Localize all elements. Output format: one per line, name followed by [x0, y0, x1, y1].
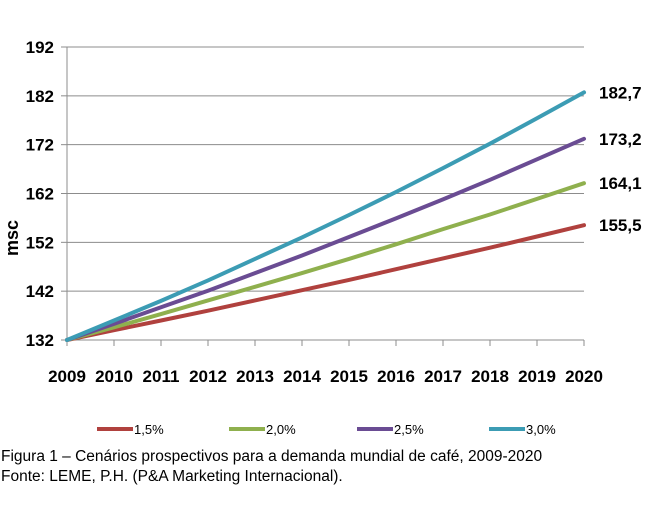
series-line-15	[65, 223, 586, 342]
end-value-label: 173,2	[599, 130, 642, 149]
y-tick-label: 152	[26, 233, 54, 252]
figure-caption: Figura 1 – Cenários prospectivos para a …	[1, 448, 543, 465]
figure-source: Fonte: LEME, P.H. (P&A Marketing Interna…	[1, 468, 343, 485]
y-tick-label: 132	[26, 331, 54, 350]
x-tick-labels: 2009 2010 2011 2012 2013 2014 2015 2016 2017 2018…	[48, 367, 603, 386]
gridlines	[67, 46, 584, 292]
y-tick-labels: 132 142 152 162 172 182 192	[26, 38, 54, 350]
axes	[61, 46, 585, 346]
legend-label: 2,0%	[266, 422, 296, 437]
x-tick-label: 2014	[283, 367, 321, 386]
legend-label: 3,0%	[526, 422, 556, 437]
end-value-label: 164,1	[599, 174, 642, 193]
x-tick-label: 2015	[330, 367, 368, 386]
y-tick-label: 142	[26, 282, 54, 301]
x-tick-label: 2009	[48, 367, 86, 386]
x-tick-label: 2020	[565, 367, 603, 386]
x-tick-label: 2016	[377, 367, 415, 386]
series-lines	[65, 90, 586, 342]
y-tick-label: 162	[26, 185, 54, 204]
end-value-label: 155,5	[599, 216, 642, 235]
series-line-25	[65, 136, 586, 342]
y-tick-label: 192	[26, 38, 54, 57]
legend: 1,5% 2,0% 2,5% 3,0%	[97, 422, 556, 437]
x-tick-label: 2017	[424, 367, 462, 386]
x-tick-label: 2013	[236, 367, 274, 386]
series-line-30	[65, 90, 586, 342]
end-value-label: 182,7	[599, 83, 642, 102]
end-value-labels: 155,5 164,1 173,2 182,7	[599, 83, 642, 235]
x-tick-label: 2011	[143, 367, 180, 386]
x-tick-label: 2018	[471, 367, 509, 386]
series-line-20	[65, 181, 586, 342]
y-tick-label: 172	[26, 136, 54, 155]
legend-label: 1,5%	[134, 422, 164, 437]
y-tick-label: 182	[26, 87, 54, 106]
x-tick-label: 2019	[518, 367, 556, 386]
y-axis-label: msc	[2, 220, 22, 256]
legend-label: 2,5%	[394, 422, 424, 437]
x-tick-label: 2010	[95, 367, 133, 386]
x-tick-label: 2012	[189, 367, 227, 386]
